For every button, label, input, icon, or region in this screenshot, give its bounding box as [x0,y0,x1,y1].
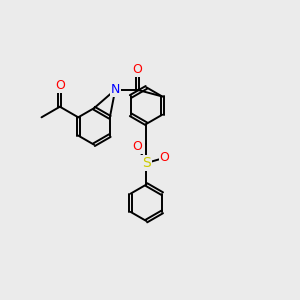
Text: N: N [110,83,120,96]
Text: O: O [132,63,142,76]
Text: S: S [142,156,151,170]
Text: O: O [160,151,170,164]
Text: O: O [133,140,142,153]
Text: O: O [55,79,65,92]
